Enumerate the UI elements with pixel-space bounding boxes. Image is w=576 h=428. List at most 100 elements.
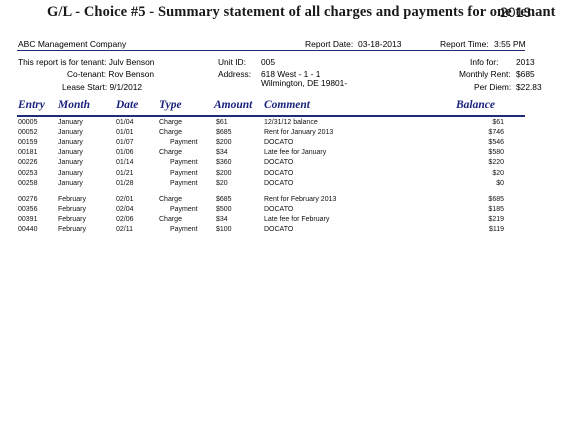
cell-balance: $220 <box>488 159 504 167</box>
report-date-label: Report Date: <box>305 39 354 49</box>
cell-comment: 12/31/12 balance <box>264 119 318 126</box>
report-title: G/L - Choice #5 - Summary statement of a… <box>47 4 556 20</box>
column-header-balance: Balance <box>456 99 495 111</box>
cell-type: Payment <box>170 226 198 233</box>
cell-month: February <box>58 215 87 223</box>
cell-entry: 00276 <box>18 195 38 203</box>
cell-comment: DOCATO <box>264 179 294 187</box>
cell-amount: $34 <box>216 215 228 223</box>
cell-date: 01/04 <box>116 119 134 126</box>
cell-month: January <box>58 159 83 167</box>
cell-comment: Late fee for January <box>264 149 327 157</box>
cell-balance: $0 <box>496 179 504 187</box>
info-year: 2013 <box>516 57 535 67</box>
cell-entry: 00005 <box>18 119 38 126</box>
info-label: Info for: <box>470 57 499 67</box>
cell-date: 02/04 <box>116 205 134 213</box>
table-row: 00276 February 02/01 Charge $685 Rent for Feb… <box>0 196 576 206</box>
cell-type: Payment <box>170 205 198 213</box>
unit-label: Unit ID: <box>218 57 246 67</box>
cell-date: 01/06 <box>116 149 134 157</box>
header-rule <box>17 50 525 51</box>
cell-entry: 00258 <box>18 179 38 187</box>
table-row: 00258 January 01/28 Payment $20 DOCATO $0 <box>0 180 576 190</box>
cell-amount: $200 <box>216 169 232 177</box>
cell-balance: $546 <box>488 139 504 147</box>
cell-amount: $100 <box>216 226 232 233</box>
report-time-label: Report Time: <box>440 39 489 49</box>
cell-entry: 00356 <box>18 205 38 213</box>
cell-entry: 00391 <box>18 215 38 223</box>
cell-comment: Rent for January 2013 <box>264 129 334 137</box>
table-row: 00391 February 02/06 Charge $34 Late fee for … <box>0 216 576 226</box>
cell-type: Charge <box>159 129 182 137</box>
table-row: 00052 January 01/01 Charge $685 Rent for Janu… <box>0 129 576 139</box>
cell-balance: $185 <box>488 205 504 213</box>
per-diem: $22.83 <box>516 82 542 92</box>
table-row: 00181 January 01/06 Charge $34 Late fee for J… <box>0 149 576 159</box>
unit-id: 005 <box>261 57 275 67</box>
rent-label: Monthly Rent: <box>459 69 511 79</box>
cell-amount: $34 <box>216 149 228 157</box>
cell-entry: 00226 <box>18 159 38 167</box>
column-header-comment: Comment <box>264 99 311 111</box>
cell-type: Charge <box>159 119 182 126</box>
cell-entry: 00052 <box>18 129 38 137</box>
address-label: Address: <box>218 69 252 79</box>
column-header-entry: Entry <box>18 99 45 111</box>
cell-month: February <box>58 205 87 213</box>
cell-amount: $500 <box>216 205 232 213</box>
cell-date: 01/07 <box>116 139 134 147</box>
table-row: 00159 January 01/07 Payment $200 DOCATO $546 <box>0 139 576 149</box>
cell-amount: $685 <box>216 129 232 137</box>
cell-type: Payment <box>170 179 198 187</box>
cell-balance: $20 <box>492 169 504 177</box>
cell-type: Payment <box>170 139 198 147</box>
cell-comment: Rent for February 2013 <box>264 195 337 203</box>
table-row: 00356 February 02/04 Payment $500 DOCATO $185 <box>0 206 576 216</box>
column-header-amount: Amount <box>214 99 253 111</box>
cell-amount: $360 <box>216 159 232 167</box>
cell-month: January <box>58 129 83 137</box>
column-header-type: Type <box>159 99 182 111</box>
tenant-line: This report is for tenant: Julv Benson <box>18 57 155 67</box>
address-line2: Wilmington, DE 19801- <box>261 78 348 88</box>
cell-entry: 00253 <box>18 169 38 177</box>
cell-comment: DOCATO <box>264 159 294 167</box>
cell-month: February <box>58 195 87 203</box>
cell-comment: DOCATO <box>264 226 294 233</box>
cell-balance: $685 <box>488 195 504 203</box>
cotenant-line: Co-tenant: Rov Benson <box>67 69 155 79</box>
table-row: 00253 January 01/21 Payment $200 DOCATO $20 <box>0 170 576 180</box>
cell-comment: DOCATO <box>264 169 294 177</box>
company-name: ABC Management Company <box>18 39 127 49</box>
cell-balance: $119 <box>488 226 504 233</box>
report-year: 2013 <box>500 4 532 20</box>
column-header-rule <box>17 115 525 117</box>
cell-entry: 00440 <box>18 226 38 233</box>
monthly-rent: $685 <box>516 69 535 79</box>
cell-comment: Late fee for February <box>264 215 330 223</box>
address-line1: 618 West - 1 - 1 <box>261 69 321 79</box>
cell-comment: DOCATO <box>264 139 294 147</box>
cell-amount: $685 <box>216 195 232 203</box>
cell-amount: $20 <box>216 179 228 187</box>
cell-amount: $61 <box>216 119 228 126</box>
table-row: 00005 January 01/04 Charge $61 12/31/12 balan… <box>0 119 576 129</box>
cell-date: 01/14 <box>116 159 134 167</box>
report-time: 3:55 PM <box>494 39 526 49</box>
cell-balance: $580 <box>488 149 504 157</box>
lease-start: Lease Start: 9/1/2012 <box>62 82 143 92</box>
table-row: 00440 February 02/11 Payment $100 DOCATO $119 <box>0 226 576 236</box>
cell-entry: 00181 <box>18 149 38 157</box>
cell-date: 02/01 <box>116 195 134 203</box>
column-header-date: Date <box>116 99 139 111</box>
cell-date: 02/06 <box>116 215 134 223</box>
cell-entry: 00159 <box>18 139 38 147</box>
table-row: 00226 January 01/14 Payment $360 DOCATO $220 <box>0 159 576 169</box>
cell-date: 02/11 <box>116 226 133 233</box>
cell-type: Charge <box>159 195 182 203</box>
cell-balance: $61 <box>492 119 504 126</box>
cell-month: January <box>58 179 83 187</box>
cell-comment: DOCATO <box>264 205 294 213</box>
